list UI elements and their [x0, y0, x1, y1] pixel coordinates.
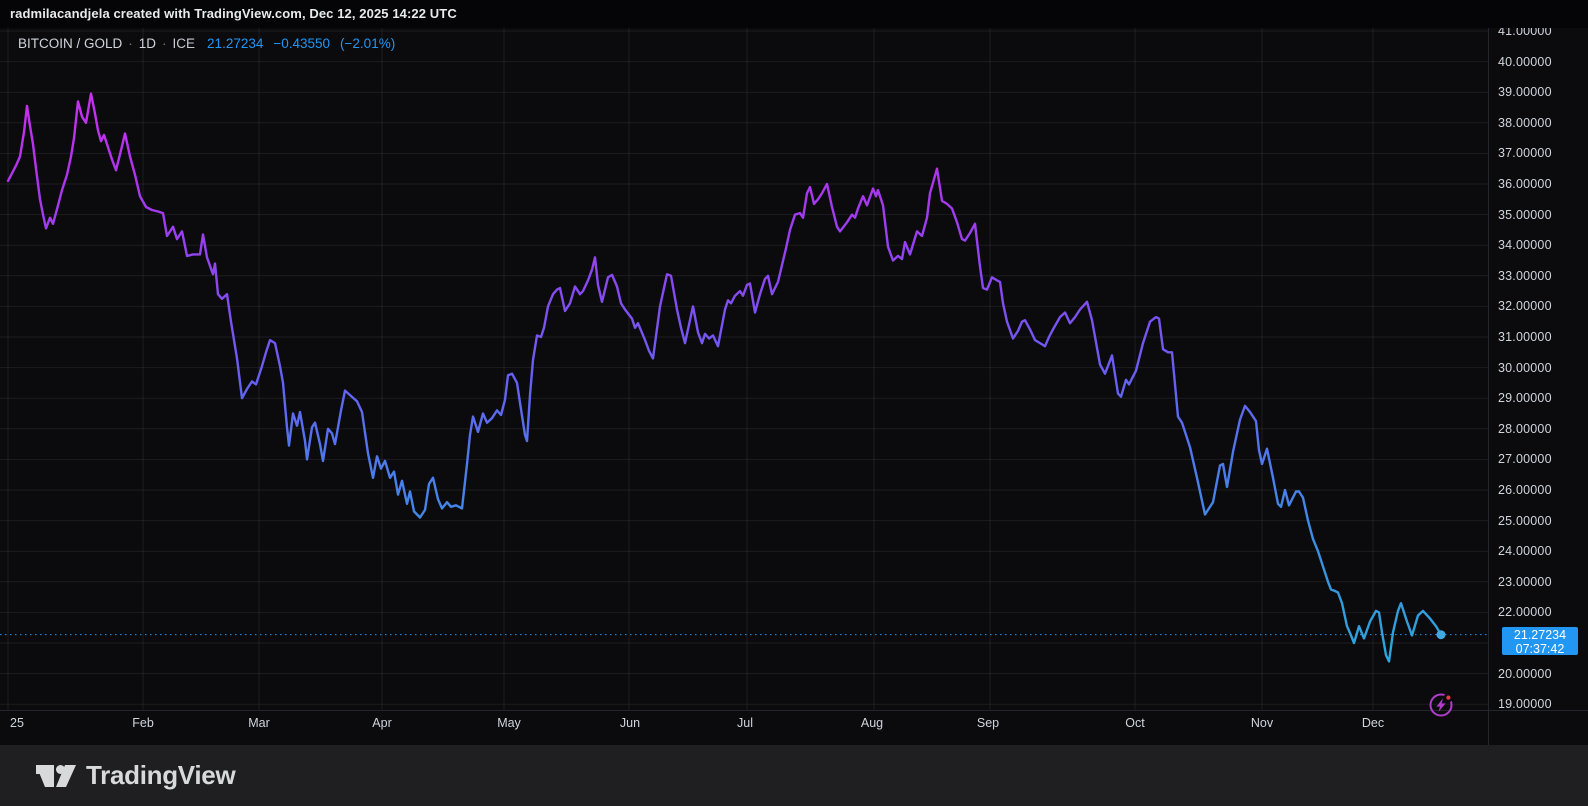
attribution-text: radmilacandjela created with TradingView… [10, 6, 457, 21]
lightning-bolt-icon [1436, 698, 1446, 712]
price-tick-label: 24.00000 [1498, 544, 1552, 559]
time-tick-label: Nov [1250, 716, 1274, 730]
price-tick-label: 31.00000 [1498, 330, 1552, 344]
price-tick-label: 27.00000 [1498, 452, 1552, 467]
time-tick-label: Jun [619, 716, 641, 730]
time-tick-label: May [497, 716, 521, 730]
price-tick-label: 37.00000 [1498, 146, 1552, 161]
time-tick-label: Aug [860, 716, 884, 730]
tradingview-logo-icon [36, 764, 76, 787]
legend-change: −0.43550 [273, 36, 331, 51]
price-tick-label: 26.00000 [1498, 483, 1552, 497]
price-line-series[interactable] [6, 92, 1443, 663]
legend-last-price: 21.27234 [207, 36, 264, 51]
time-tick-label: Oct [1125, 716, 1145, 730]
legend-separator: · [128, 36, 133, 51]
time-tick-label: Dec [1361, 716, 1385, 730]
price-tick-label: 28.00000 [1498, 421, 1552, 436]
current-price-badge: 21.27234 07:37:42 [1502, 627, 1578, 656]
time-tick-label: Mar [248, 716, 270, 730]
chart-canvas[interactable] [0, 0, 1588, 745]
footer-bar: TradingView [0, 745, 1588, 806]
flash-circle-icon [1429, 693, 1453, 717]
price-tick-label: 38.00000 [1498, 115, 1552, 130]
legend-change-percent: (−2.01%) [340, 36, 396, 51]
price-tick-label: 39.00000 [1498, 85, 1552, 100]
price-tick-label: 19.00000 [1498, 697, 1552, 712]
legend-interval[interactable]: 1D [138, 36, 157, 51]
current-price-value: 21.27234 [1513, 627, 1567, 642]
time-tick-label: Sep [976, 716, 1000, 730]
time-tick-label: Feb [132, 716, 154, 730]
price-tick-label: 33.00000 [1498, 268, 1552, 283]
legend-exchange: ICE [172, 36, 196, 51]
last-price-dot [1436, 630, 1446, 640]
flash-events-button[interactable] [1427, 691, 1455, 719]
price-tick-label: 20.00000 [1498, 666, 1552, 681]
price-tick-label: 35.00000 [1498, 207, 1552, 222]
legend-symbol[interactable]: BITCOIN / GOLD [18, 36, 123, 51]
legend: BITCOIN / GOLD · 1D · ICE 21.27234 −0.43550 (−2… [18, 36, 395, 51]
legend-separator: · [162, 36, 167, 51]
price-tick-label: 23.00000 [1498, 574, 1552, 589]
price-tick-label: 30.00000 [1498, 360, 1552, 375]
attribution-bar: radmilacandjela created with TradingView… [0, 0, 1588, 28]
price-tick-label: 29.00000 [1498, 391, 1552, 406]
price-tick-label: 25.00000 [1498, 513, 1552, 528]
notification-dot-icon [1443, 692, 1454, 703]
tradingview-logo-text: TradingView [86, 760, 236, 790]
time-tick-label: Apr [372, 716, 392, 730]
countdown-timer: 07:37:42 [1515, 641, 1565, 656]
price-tick-label: 22.00000 [1498, 605, 1552, 620]
price-tick-label: 40.00000 [1498, 54, 1552, 69]
time-tick-label: Jul [737, 716, 753, 730]
time-tick-label: 25 [10, 716, 24, 730]
price-tick-label: 34.00000 [1498, 238, 1552, 253]
price-tick-label: 36.00000 [1498, 177, 1552, 191]
price-tick-label: 32.00000 [1498, 299, 1552, 314]
